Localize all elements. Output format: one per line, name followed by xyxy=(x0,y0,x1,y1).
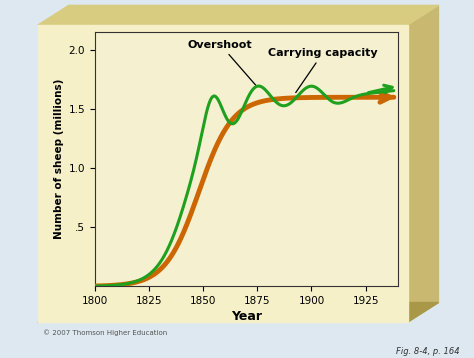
Text: Carrying capacity: Carrying capacity xyxy=(268,48,378,93)
Text: Fig. 8-4, p. 164: Fig. 8-4, p. 164 xyxy=(396,347,460,356)
X-axis label: Year: Year xyxy=(231,310,262,323)
Text: © 2007 Thomson Higher Education: © 2007 Thomson Higher Education xyxy=(43,329,167,336)
Polygon shape xyxy=(38,25,408,322)
Y-axis label: Number of sheep (millions): Number of sheep (millions) xyxy=(55,79,64,240)
Text: Overshoot: Overshoot xyxy=(188,40,257,86)
Polygon shape xyxy=(408,5,438,322)
Polygon shape xyxy=(38,303,438,322)
Polygon shape xyxy=(38,5,438,25)
